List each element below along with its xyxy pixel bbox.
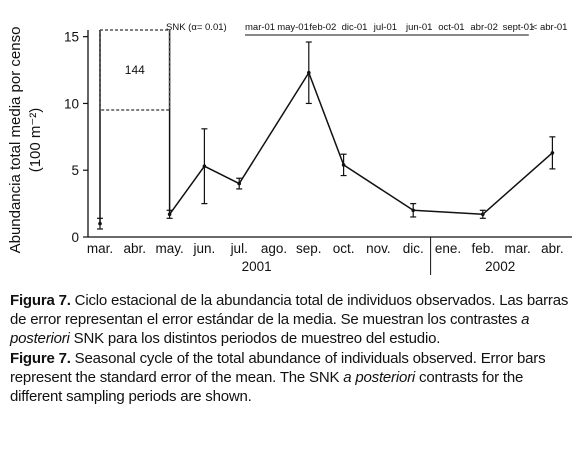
y-tick-label: 0 (71, 230, 79, 245)
x-tick-label: ago. (261, 241, 287, 256)
point (98, 221, 102, 226)
point (307, 70, 311, 75)
x-tick-label: mar. (504, 241, 530, 256)
caption-text: SNK para los distintos periodos de muest… (69, 330, 441, 347)
caption-text: Seasonal cycle of the total abundance of… (10, 350, 546, 386)
x-tick-label: ene. (435, 241, 461, 256)
snk-group: oct-01 (438, 22, 464, 33)
point (237, 181, 241, 186)
caption-text: Ciclo estacional de la abundancia total … (10, 292, 569, 328)
line-segment (308, 72, 345, 166)
line-segment (238, 72, 310, 184)
caption-paragraph: Figura 7. Ciclo estacional de la abundan… (10, 291, 576, 348)
caption: Figura 7. Ciclo estacional de la abundan… (10, 291, 576, 406)
snk-group: feb-02 (309, 22, 336, 33)
point (202, 164, 207, 169)
caption-text: contrasts for the different sampling per… (10, 369, 524, 405)
chart: Abundancia total media por censo (100 m⁻… (7, 22, 572, 275)
off-scale-label: 144 (125, 63, 145, 77)
caption-label: Figure 7. (10, 350, 71, 367)
snk-group: sept-01 (503, 22, 535, 33)
y-tick-label: 10 (64, 96, 79, 111)
line-segment (343, 164, 414, 211)
point (411, 208, 416, 213)
x-tick-label: sep. (296, 241, 322, 256)
x-tick-label: jun. (193, 241, 216, 256)
snk-group: mar-01 (245, 22, 275, 33)
snk-group: jun-01 (405, 22, 432, 33)
caption-italic: a posteriori (343, 369, 416, 386)
line-segment (168, 165, 206, 215)
caption-paragraph: Figure 7. Seasonal cycle of the total ab… (10, 349, 576, 406)
x-tick-label: feb. (472, 241, 495, 256)
snk-group: may-01 (277, 22, 309, 33)
snk-last: < abr-01 (532, 22, 568, 33)
x-tick-label: dic. (403, 241, 424, 256)
snk-label: SNK (α= 0.01) (166, 22, 227, 33)
point (550, 151, 555, 155)
year-label: 2002 (485, 259, 515, 274)
x-tick-label: abr. (124, 241, 147, 256)
x-tick-label: oct. (333, 241, 355, 256)
line-segment (413, 209, 483, 216)
x-tick-label: jul. (230, 241, 248, 256)
snk-group: dic-01 (342, 22, 368, 33)
point (341, 163, 346, 167)
caption-italic: a posteriori (10, 311, 530, 347)
y-tick-label: 15 (64, 30, 79, 45)
x-tick-label: may. (155, 241, 183, 256)
caption-label: Figura 7. (10, 292, 71, 309)
y-tick-label: 5 (71, 163, 79, 178)
y-axis-label: Abundancia total media por censo (7, 27, 24, 254)
snk-group: abr-02 (470, 22, 497, 33)
y-axis-unit: (100 m⁻²) (27, 108, 44, 173)
point (167, 212, 172, 217)
line-segment (204, 165, 240, 185)
x-tick-label: nov. (366, 241, 391, 256)
year-label: 2001 (242, 259, 272, 274)
x-tick-label: abr. (541, 241, 564, 256)
line-segment (482, 152, 553, 215)
point (481, 212, 485, 217)
snk-group: jul-01 (373, 22, 397, 33)
x-tick-label: mar. (87, 241, 113, 256)
